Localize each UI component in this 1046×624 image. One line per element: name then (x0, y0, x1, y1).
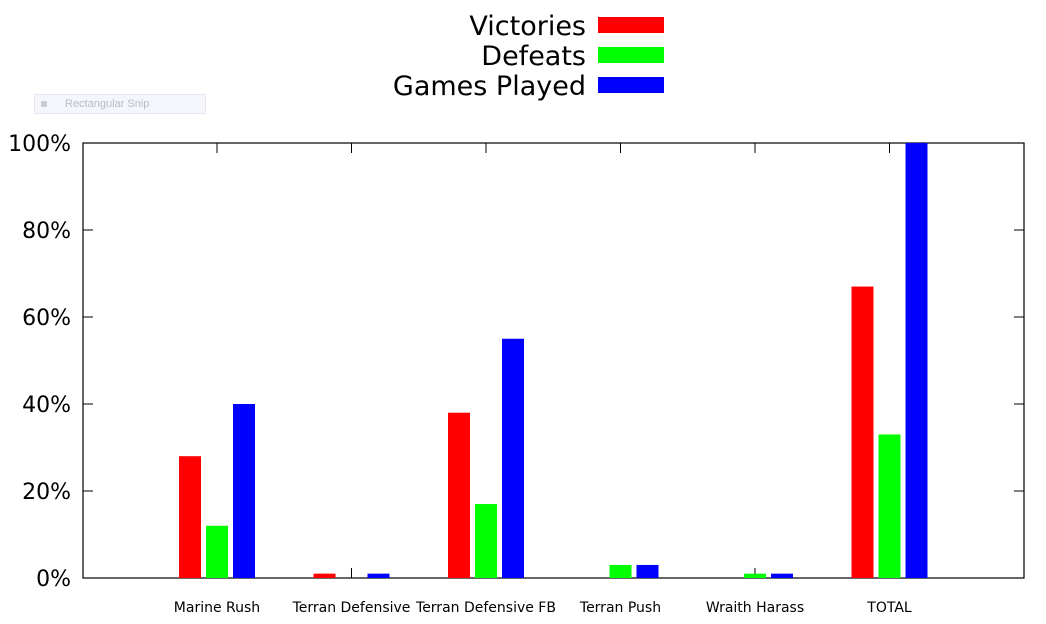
bar-games-played (233, 404, 255, 578)
legend-swatch (598, 47, 664, 63)
x-tick-label: Terran Defensive (292, 600, 411, 616)
x-tick-label: Terran Push (579, 600, 661, 616)
bar-defeats (609, 564, 632, 578)
legend-swatch (598, 77, 664, 93)
bar-defeats (744, 573, 766, 578)
snip-label: Rectangular Snip (65, 98, 150, 110)
y-tick-label: 40% (22, 393, 71, 418)
bar-defeats (475, 504, 497, 578)
legend-label: Defeats (481, 41, 586, 72)
x-tick-label: Terran Defensive FB (415, 600, 556, 616)
x-tick-label: Wraith Harass (706, 600, 804, 616)
bar-games-played (905, 143, 928, 578)
legend-swatch (598, 17, 664, 33)
y-tick-label: 60% (22, 306, 71, 331)
bar-victories (313, 573, 336, 578)
x-tick-label: Marine Rush (174, 600, 260, 616)
y-tick-label: 100% (8, 132, 71, 157)
legend-label: Games Played (393, 71, 586, 102)
bar-victories (179, 456, 201, 578)
snip-icon (41, 101, 47, 107)
bar-games-played (502, 338, 524, 578)
y-tick-label: 80% (22, 219, 71, 244)
bar-defeats (878, 434, 901, 578)
bar-games-played (771, 573, 793, 578)
y-tick-label: 0% (36, 567, 71, 592)
bar-games-played (636, 564, 659, 578)
bar-victories (448, 412, 470, 578)
x-tick-label: TOTAL (866, 600, 912, 616)
rectangular-snip-overlay: Rectangular Snip (34, 94, 206, 114)
legend-label: Victories (469, 11, 586, 42)
y-tick-label: 20% (22, 480, 71, 505)
bar-games-played (367, 573, 390, 578)
bar-victories (851, 286, 874, 578)
plot-frame (82, 142, 1025, 579)
bar-defeats (206, 525, 228, 578)
